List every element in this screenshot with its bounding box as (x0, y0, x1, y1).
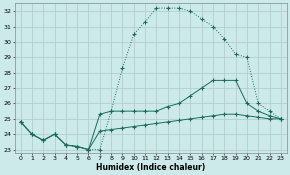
X-axis label: Humidex (Indice chaleur): Humidex (Indice chaleur) (96, 163, 205, 172)
